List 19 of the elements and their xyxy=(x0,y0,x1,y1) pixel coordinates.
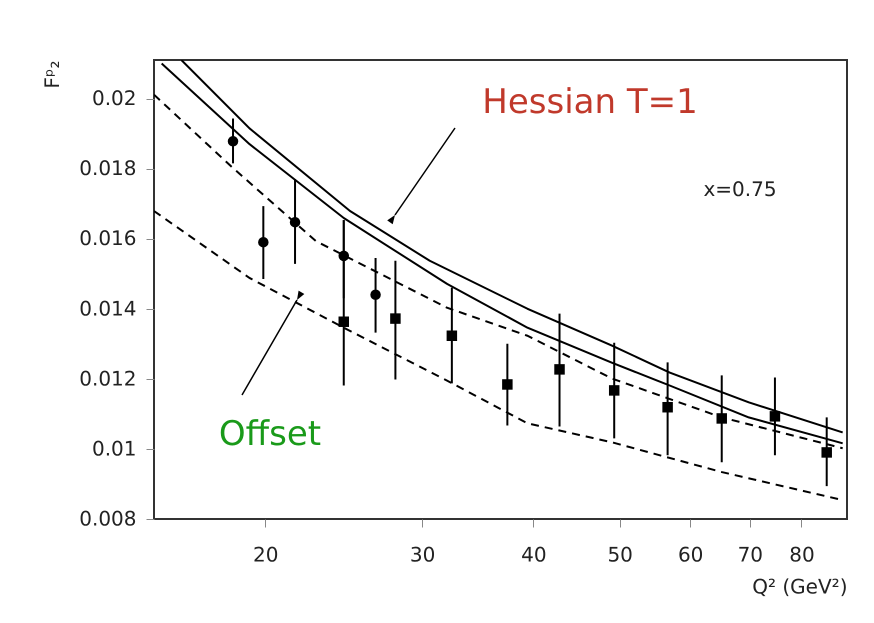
y-tick-label: 0.02 xyxy=(92,86,136,110)
x-axis-title: Q² (GeV²) xyxy=(752,574,848,598)
y-tick-label: 0.012 xyxy=(79,366,136,390)
x-tick-label: 40 xyxy=(521,542,547,566)
annotation: Hessian T=1 xyxy=(482,82,698,122)
y-tick-label: 0.018 xyxy=(79,156,136,180)
x-tick-label: 60 xyxy=(678,542,704,566)
x-tick-label: 80 xyxy=(789,542,815,566)
y-tick-label: 0.016 xyxy=(79,226,136,250)
y-tick-label: 0.01 xyxy=(92,436,136,460)
annotation: Offset xyxy=(218,414,322,454)
y-tick-label: 0.014 xyxy=(79,296,136,320)
x-tick-label: 20 xyxy=(253,542,278,566)
annotation: x=0.75 xyxy=(703,177,777,201)
y-tick-label: 0.008 xyxy=(79,506,136,530)
x-tick-label: 50 xyxy=(607,542,633,566)
x-tick-label: 70 xyxy=(738,542,764,566)
y-axis-title: Fᵖ₂ xyxy=(40,60,64,89)
x-tick-label: 30 xyxy=(410,542,436,566)
